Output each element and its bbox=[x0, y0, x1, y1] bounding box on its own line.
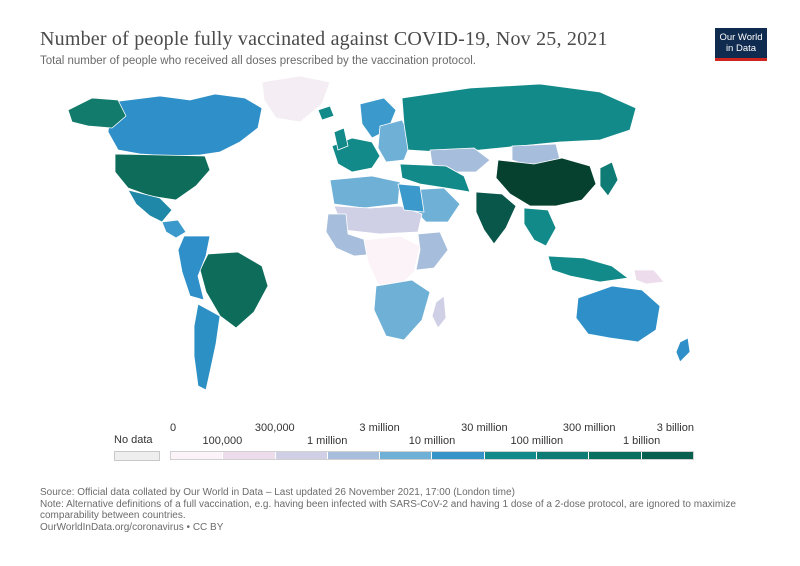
legend-bin-5[interactable] bbox=[380, 452, 433, 459]
legend-bin-2[interactable] bbox=[223, 452, 276, 459]
legend-bin-3[interactable] bbox=[275, 452, 328, 459]
region-papua-new-guinea[interactable] bbox=[633, 269, 665, 285]
region-madagascar[interactable] bbox=[431, 295, 447, 329]
region-turkey-iran[interactable] bbox=[399, 163, 471, 193]
legend-tick-bottom: 10 million bbox=[408, 435, 456, 447]
legend-tick-top: 3 billion bbox=[656, 422, 694, 434]
legend-tick-bottom: 100 million bbox=[510, 435, 564, 447]
legend-tick-top: 300,000 bbox=[254, 422, 295, 434]
no-data-label: No data bbox=[114, 434, 153, 446]
region-canada[interactable] bbox=[107, 93, 263, 157]
logo-line-2: in Data bbox=[725, 43, 757, 54]
source-text: Source: Official data collated by Our Wo… bbox=[40, 487, 515, 498]
footer: Source: Official data collated by Our Wo… bbox=[40, 487, 760, 533]
legend-tick-top: 0 bbox=[170, 422, 177, 434]
region-argentina[interactable] bbox=[193, 303, 221, 391]
region-southern-africa[interactable] bbox=[373, 279, 431, 341]
region-eastern-europe[interactable] bbox=[377, 119, 413, 163]
chart-subtitle: Total number of people who received all … bbox=[40, 55, 476, 67]
legend-bin-10[interactable] bbox=[641, 452, 693, 459]
legend-tick-top: 3 million bbox=[359, 422, 400, 434]
region-united-states[interactable] bbox=[114, 153, 211, 201]
world-map bbox=[67, 75, 691, 391]
region-north-africa[interactable] bbox=[329, 175, 401, 209]
region-greenland[interactable] bbox=[261, 75, 331, 123]
region-south-america-west[interactable] bbox=[177, 235, 211, 301]
legend-bin-4[interactable] bbox=[327, 452, 381, 459]
region-sahel[interactable] bbox=[333, 205, 423, 235]
legend-bin-6[interactable] bbox=[432, 452, 485, 459]
region-southeast-asia[interactable] bbox=[523, 207, 557, 247]
legend-bin-9[interactable] bbox=[589, 452, 642, 459]
legend-tick-top: 300 million bbox=[562, 422, 616, 434]
region-china[interactable] bbox=[495, 157, 597, 207]
region-brazil[interactable] bbox=[199, 251, 269, 329]
region-uk-iceland[interactable] bbox=[317, 105, 349, 151]
region-new-zealand[interactable] bbox=[675, 337, 691, 363]
region-japan[interactable] bbox=[599, 161, 619, 197]
legend-bin-7[interactable] bbox=[484, 452, 538, 459]
legend-bin-1[interactable] bbox=[171, 452, 224, 459]
color-scale[interactable] bbox=[170, 451, 694, 460]
region-east-africa[interactable] bbox=[415, 231, 449, 271]
region-indonesia[interactable] bbox=[547, 255, 629, 283]
region-egypt[interactable] bbox=[397, 183, 425, 213]
legend-tick-bottom: 1 billion bbox=[622, 435, 661, 447]
region-russia[interactable] bbox=[401, 83, 637, 153]
owid-logo[interactable]: Our World in Data bbox=[715, 28, 767, 61]
region-india[interactable] bbox=[475, 191, 517, 245]
legend-tick-bottom: 100,000 bbox=[202, 435, 243, 447]
region-central-america[interactable] bbox=[161, 219, 187, 239]
url-text[interactable]: OurWorldInData.org/coronavirus • CC BY bbox=[40, 521, 224, 533]
legend-tick-top: 30 million bbox=[461, 422, 508, 434]
legend-tick-bottom: 1 million bbox=[307, 435, 348, 447]
legend-bin-8[interactable] bbox=[537, 452, 590, 459]
logo-line-1: Our World bbox=[719, 32, 763, 43]
region-australia[interactable] bbox=[575, 285, 661, 343]
region-alaska[interactable] bbox=[67, 97, 127, 129]
no-data-swatch[interactable] bbox=[114, 451, 160, 461]
chart-title: Number of people fully vaccinated agains… bbox=[40, 28, 608, 50]
note-text: Note: Alternative definitions of a full … bbox=[40, 498, 736, 522]
